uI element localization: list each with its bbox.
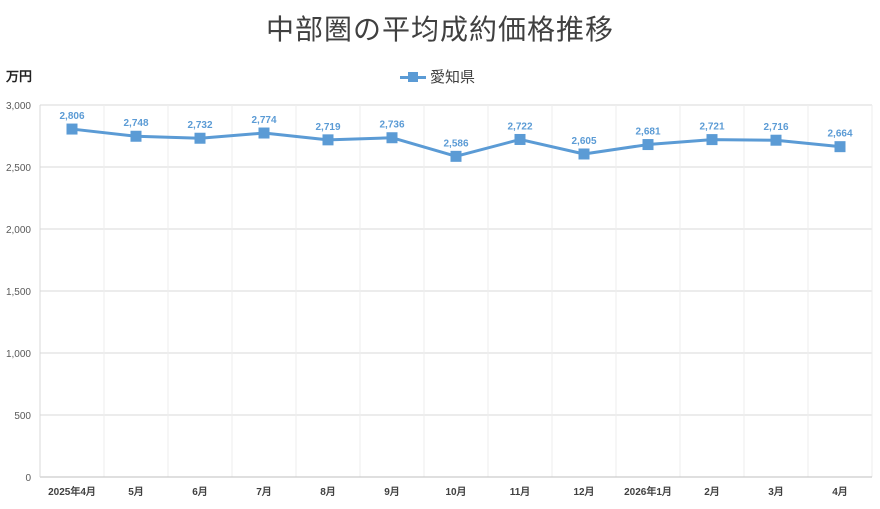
x-tick-label: 2月	[704, 486, 720, 498]
data-point	[66, 123, 78, 135]
data-label: 2,719	[315, 122, 340, 133]
x-tick-label: 2026年1月	[624, 485, 672, 498]
data-label: 2,721	[699, 122, 724, 133]
data-label: 2,732	[187, 120, 212, 131]
data-point	[194, 132, 206, 144]
data-label: 2,774	[251, 115, 276, 126]
data-point	[322, 134, 334, 146]
data-label: 2,681	[635, 127, 660, 138]
data-point	[834, 141, 846, 153]
y-tick-label: 0	[25, 473, 31, 484]
legend-label: 愛知県	[430, 68, 476, 86]
y-tick-label: 2,000	[6, 225, 31, 236]
x-tick-label: 6月	[192, 486, 208, 498]
x-tick-label: 8月	[320, 486, 336, 498]
legend-marker	[400, 71, 426, 83]
data-label: 2,748	[123, 118, 148, 129]
x-tick-label: 12月	[573, 486, 594, 498]
x-tick-label: 7月	[256, 486, 272, 498]
y-tick-label: 500	[14, 411, 31, 422]
data-label: 2,586	[443, 138, 468, 149]
data-point	[258, 127, 270, 139]
data-point	[450, 150, 462, 162]
legend: 愛知県	[400, 66, 475, 87]
x-tick-label: 5月	[128, 486, 144, 498]
data-label: 2,605	[571, 136, 596, 147]
data-point	[642, 139, 654, 151]
chart-title: 中部圏の平均成約価格推移	[265, 13, 614, 46]
x-tick-label: 2025年4月	[48, 485, 96, 498]
x-tick-label: 11月	[510, 486, 531, 498]
data-label: 2,722	[507, 121, 532, 132]
x-tick-label: 3月	[768, 486, 784, 498]
data-label: 2,736	[379, 120, 404, 131]
y-tick-label: 3,000	[6, 101, 31, 112]
data-label: 2,664	[827, 129, 852, 140]
x-tick-label: 4月	[832, 486, 848, 498]
data-point	[514, 133, 526, 145]
y-tick-label: 1,000	[6, 349, 31, 360]
data-label: 2,806	[59, 111, 84, 122]
data-label: 2,716	[763, 122, 788, 133]
x-tick-label: 10月	[445, 486, 466, 498]
data-point	[770, 134, 782, 146]
y-tick-label: 1,500	[6, 287, 31, 298]
data-point	[386, 132, 398, 144]
x-tick-label: 9月	[384, 486, 400, 498]
data-point	[706, 134, 718, 146]
data-point	[130, 130, 142, 142]
data-point	[578, 148, 590, 160]
y-axis-unit-label: 万円	[6, 70, 33, 85]
y-tick-label: 2,500	[6, 163, 31, 174]
